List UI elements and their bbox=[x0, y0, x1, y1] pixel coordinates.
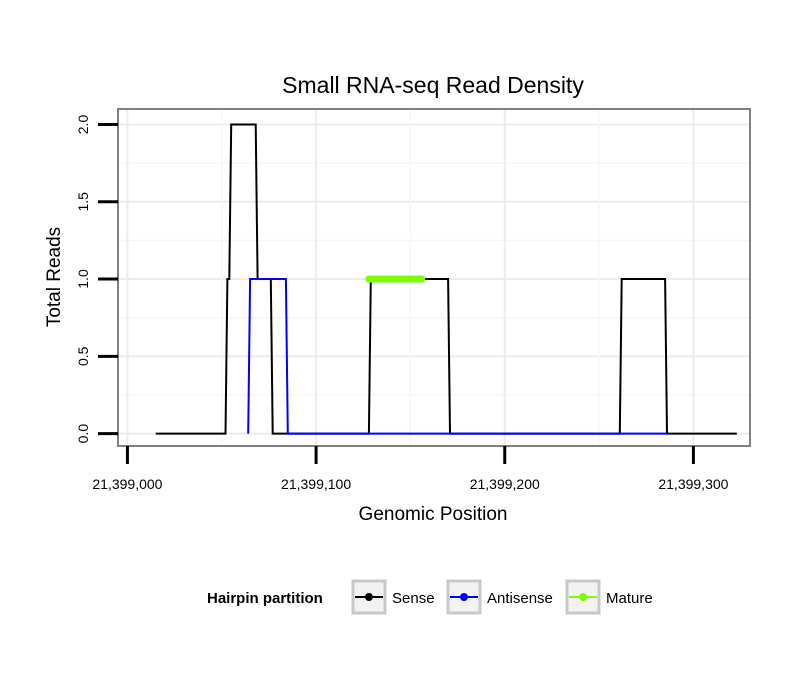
legend-key-box bbox=[565, 579, 601, 615]
y-axis-title: Total Reads bbox=[44, 227, 65, 327]
grid-lines bbox=[118, 109, 750, 446]
y-tick-label: 1.0 bbox=[75, 269, 91, 289]
plot-panel-border bbox=[117, 108, 751, 447]
legend-item-antisense: Antisense bbox=[446, 579, 553, 615]
legend: Hairpin partition Sense Antisense Mature bbox=[207, 579, 653, 615]
legend-label-antisense: Antisense bbox=[487, 590, 553, 607]
legend-key-point bbox=[460, 593, 468, 601]
series-line-sense bbox=[155, 123, 737, 435]
legend-item-mature: Mature bbox=[565, 579, 653, 615]
y-tick-label: 1.5 bbox=[75, 192, 91, 212]
x-axis: 21,399,000 21,399,100 21,399,200 21,399,300 bbox=[92, 446, 729, 492]
series-layer bbox=[155, 123, 737, 435]
legend-key-point bbox=[365, 593, 373, 601]
x-tick-label: 21,399,100 bbox=[281, 476, 351, 492]
legend-label-sense: Sense bbox=[392, 590, 435, 607]
x-tick-label: 21,399,300 bbox=[658, 476, 728, 492]
x-tick-label: 21,399,000 bbox=[92, 476, 162, 492]
x-tick-label: 21,399,200 bbox=[470, 476, 540, 492]
legend-item-sense: Sense bbox=[351, 579, 435, 615]
x-axis-title: Genomic Position bbox=[359, 504, 508, 525]
y-tick-label: 0.5 bbox=[75, 346, 91, 366]
series-line-antisense bbox=[247, 278, 667, 435]
y-tick-label: 2.0 bbox=[75, 115, 91, 135]
legend-key-point bbox=[579, 593, 587, 601]
chart-title: Small RNA-seq Read Density bbox=[282, 72, 584, 98]
y-axis: 0.0 0.5 1.0 1.5 2.0 bbox=[75, 115, 118, 444]
legend-title: Hairpin partition bbox=[207, 590, 323, 607]
legend-label-mature: Mature bbox=[606, 590, 653, 607]
y-tick-label: 0.0 bbox=[75, 424, 91, 444]
